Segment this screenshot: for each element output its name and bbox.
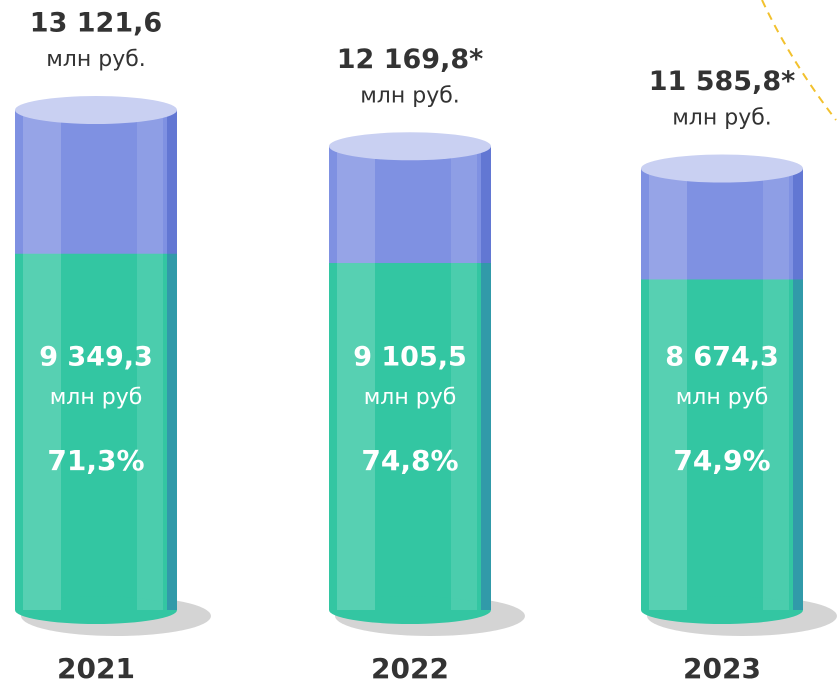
total-label: 13 121,6 — [30, 8, 162, 39]
top-cap — [329, 132, 491, 161]
part-label: 8 674,3 — [665, 342, 779, 373]
share-label: 74,8% — [361, 444, 458, 477]
year-label: 2021 — [57, 652, 135, 685]
total-label: 11 585,8* — [649, 66, 796, 97]
highlight — [337, 146, 375, 611]
year-label: 2023 — [683, 652, 761, 685]
bottom-cap — [329, 596, 491, 624]
bottom-cap — [641, 596, 803, 624]
edge-shade — [167, 110, 177, 610]
highlight — [451, 146, 477, 611]
part-bar — [641, 279, 803, 610]
share-label: 71,3% — [47, 444, 144, 477]
top-cap — [15, 96, 177, 124]
part-unit: млн руб — [676, 385, 769, 410]
top-cap — [641, 154, 803, 183]
total-unit: млн руб. — [46, 47, 146, 72]
part-label: 9 105,5 — [353, 342, 467, 373]
part-unit: млн руб — [50, 385, 143, 410]
part-bar — [329, 263, 491, 610]
edge-shade — [793, 168, 803, 610]
decor-line — [761, 0, 837, 121]
bottom-cap — [15, 596, 177, 624]
edge-shade — [481, 146, 491, 611]
highlight — [137, 110, 163, 610]
total-unit: млн руб. — [672, 106, 772, 131]
highlight — [763, 168, 789, 610]
year-label: 2022 — [371, 652, 449, 685]
share-label: 74,9% — [673, 444, 770, 477]
part-label: 9 349,3 — [39, 342, 153, 373]
total-label: 12 169,8* — [337, 44, 484, 75]
part-unit: млн руб — [364, 385, 457, 410]
total-unit: млн руб. — [360, 83, 460, 108]
part-bar — [15, 253, 177, 610]
highlight — [649, 168, 687, 610]
highlight — [23, 110, 61, 610]
